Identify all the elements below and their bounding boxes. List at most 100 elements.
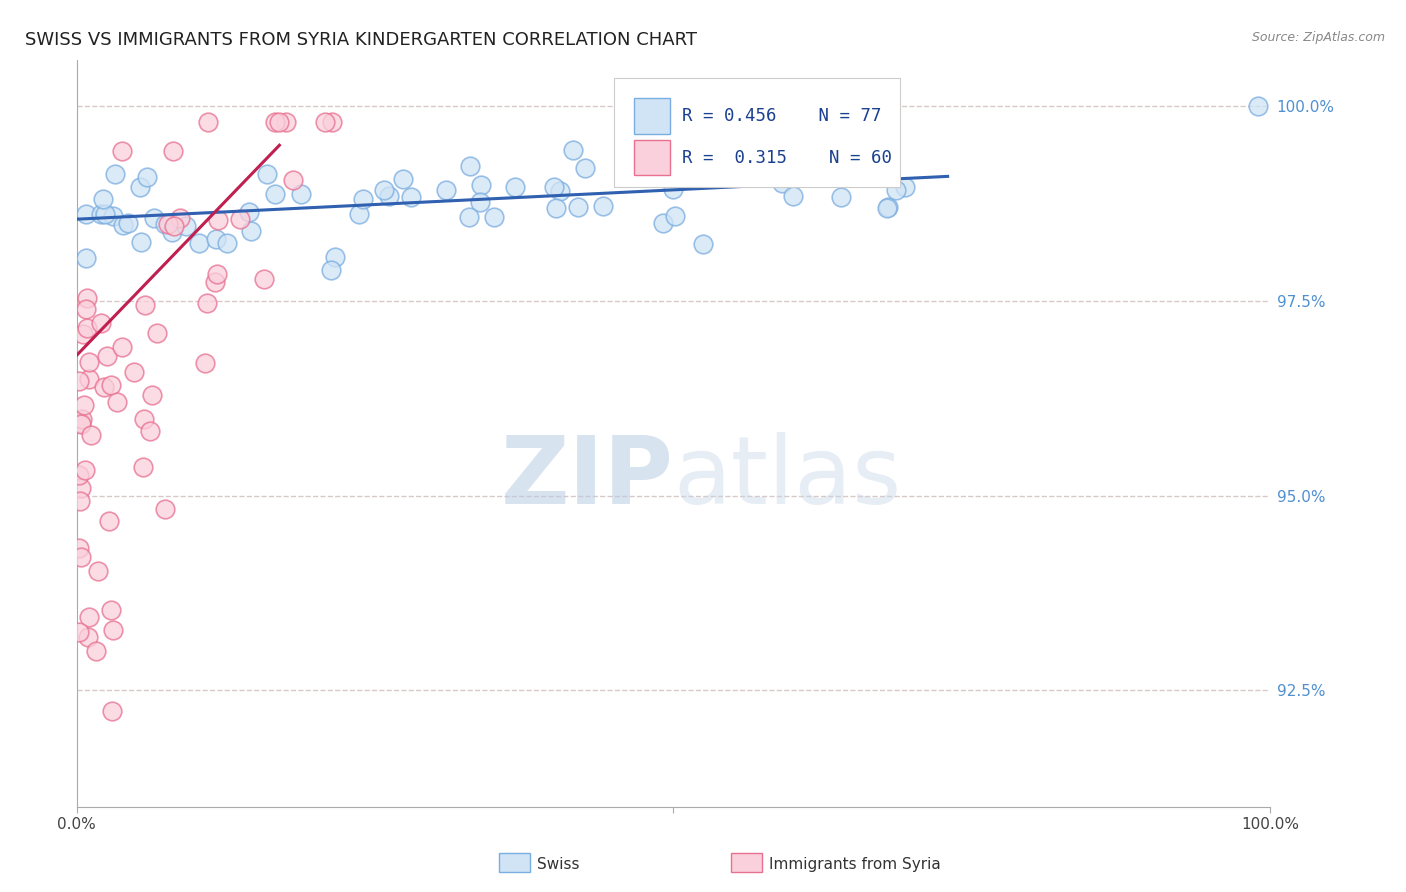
Point (73, 398, 96, 412)
Point (94, 207, 117, 221)
Point (482, 210, 505, 224)
Point (69, 417, 91, 431)
Point (132, 411, 155, 425)
Point (75, 463, 97, 477)
Point (93, 380, 115, 394)
Point (80, 428, 103, 442)
Point (72, 412, 94, 426)
Point (323, 250, 346, 264)
Point (141, 388, 163, 402)
Point (654, 170, 676, 185)
Point (129, 180, 152, 194)
Point (134, 298, 156, 312)
Point (352, 192, 374, 206)
Point (470, 178, 492, 192)
Point (117, 216, 139, 230)
Point (229, 212, 252, 227)
Point (103, 624, 125, 638)
Point (567, 200, 589, 214)
Point (205, 267, 228, 281)
Point (162, 225, 184, 239)
Point (77, 354, 100, 368)
Point (264, 115, 287, 129)
Point (239, 224, 262, 238)
Point (194, 356, 217, 370)
Point (884, 183, 907, 197)
Point (744, 152, 766, 166)
Point (67, 374, 90, 388)
Point (72, 327, 94, 342)
Bar (634, 98, 669, 135)
Point (204, 275, 226, 289)
Point (75, 207, 97, 221)
Point (197, 115, 219, 129)
Point (87, 565, 110, 579)
Point (77, 372, 100, 386)
Point (468, 195, 491, 210)
Point (772, 161, 794, 176)
Point (876, 201, 898, 215)
Point (104, 167, 127, 181)
Point (378, 188, 401, 202)
Point (290, 186, 312, 201)
Point (93, 192, 115, 206)
Point (574, 161, 596, 176)
Point (101, 704, 124, 718)
Point (347, 207, 370, 221)
Point (238, 204, 260, 219)
Point (136, 169, 159, 184)
Point (314, 115, 336, 129)
Point (263, 186, 285, 201)
Text: Immigrants from Syria: Immigrants from Syria (769, 857, 941, 871)
Point (195, 296, 218, 310)
Point (163, 219, 186, 233)
Point (685, 163, 707, 178)
Point (592, 199, 614, 213)
Point (111, 340, 134, 354)
Text: ZIP: ZIP (501, 432, 673, 524)
Point (70, 417, 93, 431)
Text: R = 0.456    N = 77: R = 0.456 N = 77 (682, 107, 882, 126)
Point (321, 262, 343, 277)
Point (664, 209, 686, 223)
Text: atlas: atlas (673, 432, 901, 524)
Point (77, 610, 100, 624)
Point (76, 630, 98, 644)
Point (503, 180, 526, 194)
Point (810, 167, 832, 181)
Point (436, 183, 458, 197)
Point (143, 211, 166, 225)
Point (373, 183, 395, 197)
Point (399, 190, 422, 204)
Point (70, 481, 93, 495)
Point (90, 207, 112, 221)
Text: R =  0.315    N = 60: R = 0.315 N = 60 (682, 148, 891, 167)
Point (75, 302, 97, 317)
Point (101, 209, 124, 223)
Point (69, 550, 91, 565)
Point (562, 143, 585, 157)
Point (548, 184, 571, 198)
Text: SWISS VS IMMIGRANTS FROM SYRIA KINDERGARTEN CORRELATION CHART: SWISS VS IMMIGRANTS FROM SYRIA KINDERGAR… (25, 31, 697, 49)
FancyBboxPatch shape (613, 78, 900, 186)
Point (146, 326, 169, 341)
Point (770, 176, 793, 190)
Point (692, 237, 714, 252)
Point (894, 179, 917, 194)
Point (67, 468, 90, 483)
Point (283, 173, 305, 187)
Point (215, 235, 238, 250)
Point (546, 201, 568, 215)
Point (138, 424, 160, 438)
Point (458, 211, 481, 225)
Point (1247, 99, 1270, 113)
Point (276, 115, 298, 129)
Point (876, 200, 898, 214)
Point (256, 167, 278, 181)
Point (96, 350, 118, 364)
Point (157, 217, 180, 231)
Point (169, 211, 191, 226)
Point (69, 494, 91, 508)
Point (76, 320, 98, 334)
Point (188, 236, 211, 251)
